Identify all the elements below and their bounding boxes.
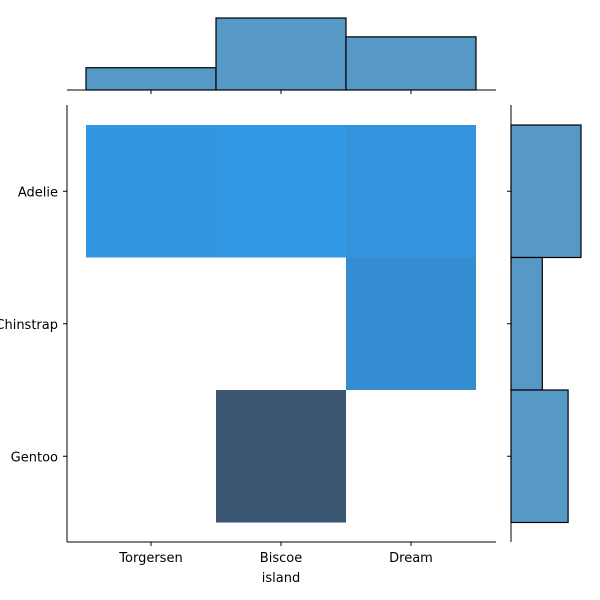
heatmap-cell-adelie-torgersen — [86, 125, 216, 258]
heatmap-cell-adelie-biscoe — [216, 125, 346, 258]
marginal-y-bar-chinstrap — [510, 256, 543, 391]
heatmap-cell-adelie-dream — [346, 125, 476, 258]
marginal-x-bar-biscoe — [215, 17, 347, 91]
x-axis-label: island — [262, 571, 300, 586]
marginal-x-histogram — [67, 17, 496, 94]
y-tick-label-gentoo: Gentoo — [11, 450, 58, 465]
y-tick-label-chinstrap: Chinstrap — [0, 318, 58, 333]
heatmap-cell-gentoo-biscoe — [216, 390, 346, 523]
marginal-x-bar-torgersen — [85, 67, 217, 91]
x-tick-label-torgersen: Torgersen — [118, 551, 182, 566]
heatmap-cells — [86, 125, 476, 523]
marginal-y-histogram — [507, 105, 582, 542]
marginal-y-bar-adelie — [510, 124, 582, 259]
x-tick-labels: Torgersen Biscoe Dream — [118, 542, 433, 566]
x-tick-label-dream: Dream — [389, 551, 433, 566]
marginal-y-bar-gentoo — [510, 389, 569, 524]
marginal-x-bar-dream — [345, 36, 477, 91]
heatmap-cell-chinstrap-dream — [346, 257, 476, 390]
y-tick-label-adelie: Adelie — [18, 185, 58, 200]
y-tick-labels: Adelie Chinstrap Gentoo — [0, 185, 67, 465]
x-tick-label-biscoe: Biscoe — [260, 551, 302, 566]
